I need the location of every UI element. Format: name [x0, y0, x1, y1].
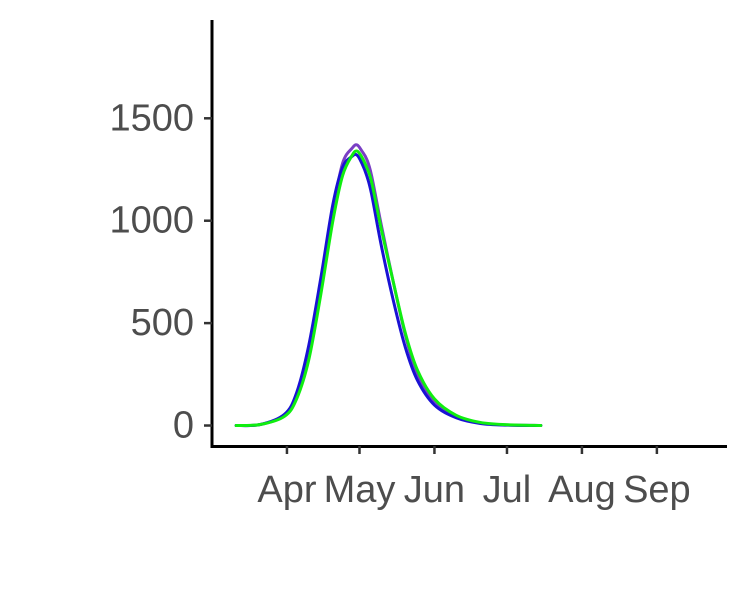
x-axis-ticks: Apr May Jun Jul Aug Sep	[257, 446, 691, 511]
y-tick-label: 500	[131, 302, 194, 344]
series-line-3	[234, 149, 543, 428]
x-tick-label: Jun	[404, 469, 465, 511]
y-tick-label: 1500	[109, 97, 194, 139]
y-tick-label: 1000	[109, 200, 194, 242]
x-tick-label: Aug	[548, 469, 616, 511]
x-tick-label: Apr	[257, 469, 316, 511]
x-tick-label: Jul	[483, 469, 532, 511]
series-line-2	[234, 152, 543, 428]
series-layer	[234, 143, 543, 428]
x-tick-label: Sep	[623, 469, 691, 511]
x-tick-label: May	[324, 469, 396, 511]
y-tick-label: 0	[173, 405, 194, 447]
y-axis-ticks: 0 500 1000 1500	[109, 97, 212, 447]
